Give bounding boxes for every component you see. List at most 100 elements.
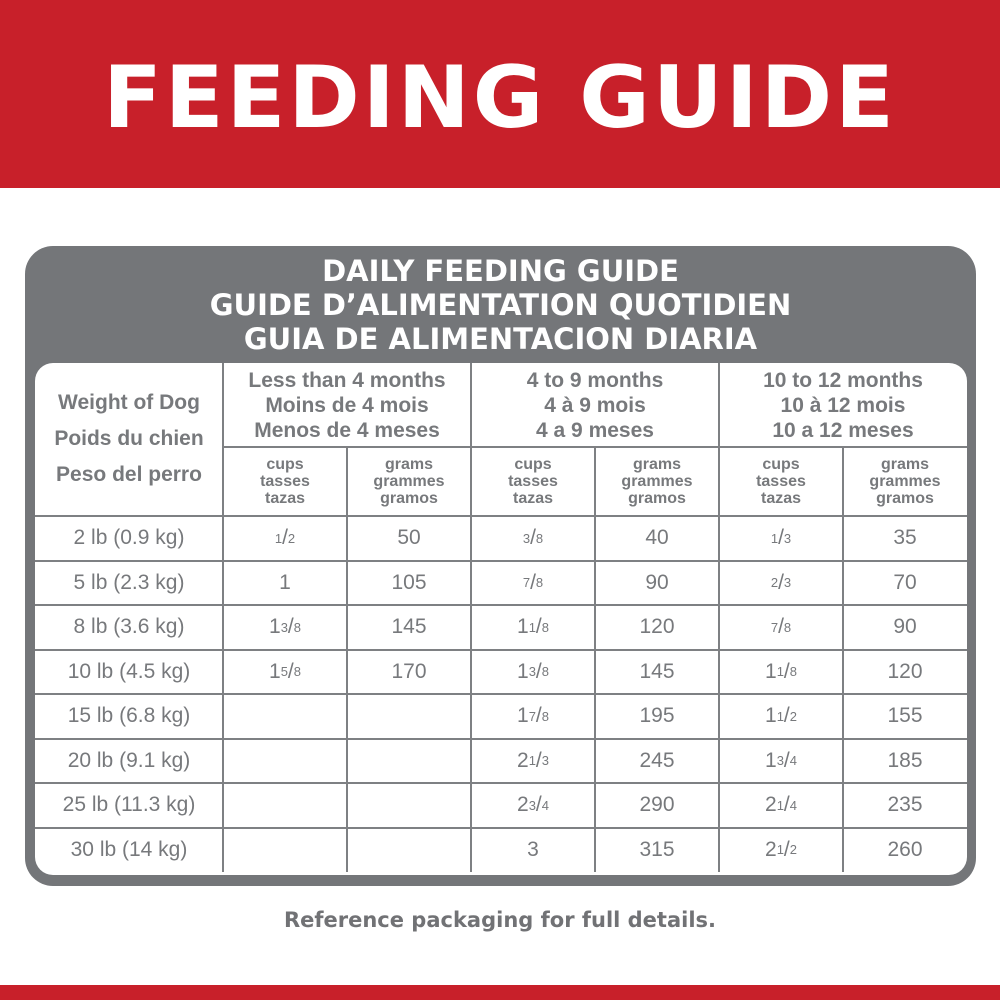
age-group-header: 4 to 9 months 4 à 9 mois 4 a 9 meses	[471, 363, 719, 447]
grams-value-cell: 70	[893, 570, 917, 594]
age-group-line: 4 to 9 months	[526, 368, 664, 392]
age-group-line: 10 a 12 meses	[772, 418, 914, 442]
cups-value-cell: 1 7/8	[517, 704, 549, 728]
cups-value-cell: 1 1/2	[765, 704, 797, 728]
grams-value-cell: 245	[639, 748, 675, 772]
grams-value-cell: 170	[391, 659, 427, 683]
cups-value-cell: 2/3	[770, 570, 792, 594]
grid-line-horizontal	[35, 559, 967, 562]
grid-line-vertical	[222, 363, 224, 872]
card-title-es: GUIA DE ALIMENTACION DIARIA	[243, 322, 758, 356]
grams-value-cell	[347, 783, 471, 828]
grams-unit-line: gramos	[876, 490, 934, 507]
grid-line-horizontal	[35, 826, 967, 829]
card-title-fr: GUIDE D’ALIMENTATION QUOTIDIEN	[209, 288, 792, 322]
footer-note: Reference packaging for full details.	[283, 908, 717, 932]
card-title-en: DAILY FEEDING GUIDE	[322, 254, 679, 288]
grid-line-horizontal	[35, 782, 967, 784]
cups-value-cell: 2 3/4	[517, 793, 549, 817]
feeding-table: Weight of Dog Poids du chien Peso del perr…	[35, 363, 967, 875]
weight-cell: 25 lb (11.3 kg)	[62, 793, 196, 817]
weight-column-header: Weight of Dog Poids du chien Peso del perr…	[35, 363, 223, 516]
age-group-line: Less than 4 months	[248, 368, 446, 392]
cups-value-cell	[223, 828, 347, 873]
age-group-line: Moins de 4 mois	[265, 393, 429, 417]
cups-unit-line: cups	[762, 456, 800, 473]
cups-value-cell: 2 1/3	[517, 748, 549, 772]
grams-value-cell: 105	[391, 570, 427, 594]
grams-value-cell: 235	[887, 793, 923, 817]
grams-unit-line: gramos	[628, 490, 686, 507]
cups-unit-line: tazas	[760, 490, 802, 507]
grams-value-cell	[347, 694, 471, 739]
cups-unit-header: cups tasses tazas	[223, 447, 347, 516]
grid-line-vertical	[346, 447, 348, 872]
cups-value-cell: 1 3/8	[517, 659, 549, 683]
grid-line-horizontal	[35, 737, 967, 740]
grams-unit-line: gramos	[380, 490, 438, 507]
age-group-line: 10 to 12 months	[763, 368, 923, 392]
grams-value-cell	[347, 828, 471, 873]
weight-cell: 5 lb (2.3 kg)	[73, 570, 185, 594]
grid-line-horizontal	[35, 604, 967, 606]
cups-value-cell	[223, 739, 347, 784]
grid-line-horizontal	[35, 648, 967, 651]
age-group-header: Less than 4 months Moins de 4 mois Menos d…	[223, 363, 471, 447]
age-group-line: 10 à 12 mois	[780, 393, 906, 417]
grams-unit-line: grams	[632, 456, 682, 473]
grams-value-cell: 90	[893, 615, 917, 639]
grams-unit-header: grams grammes gramos	[347, 447, 471, 516]
grid-line-vertical	[594, 447, 596, 872]
cups-value-cell: 1 1/8	[765, 659, 797, 683]
page-title: FEEDING GUIDE	[103, 48, 897, 148]
grid-line-vertical	[842, 447, 844, 872]
cups-value-cell: 7/8	[522, 570, 544, 594]
cups-value-cell	[223, 783, 347, 828]
cups-unit-line: cups	[266, 456, 304, 473]
grams-value-cell: 50	[397, 526, 421, 550]
weight-header-line: Weight of Dog	[58, 391, 200, 414]
weight-cell: 8 lb (3.6 kg)	[73, 615, 185, 639]
bottom-bar	[0, 985, 1000, 1000]
weight-cell: 20 lb (9.1 kg)	[67, 748, 191, 772]
cups-value-cell: 3	[527, 837, 539, 861]
age-group-line: 4 a 9 meses	[536, 418, 654, 442]
grams-unit-line: grams	[384, 456, 434, 473]
cups-unit-line: tasses	[756, 473, 806, 490]
grams-value-cell: 120	[639, 615, 675, 639]
weight-header-line: Peso del perro	[56, 463, 202, 486]
feeding-guide-card: DAILY FEEDING GUIDE GUIDE D’ALIMENTATION…	[25, 246, 976, 886]
grams-value-cell: 35	[893, 526, 917, 550]
cups-unit-line: tazas	[512, 490, 554, 507]
grams-value-cell: 145	[639, 659, 675, 683]
age-group-line: 4 à 9 mois	[544, 393, 646, 417]
grams-unit-line: grammes	[621, 473, 693, 490]
cups-value-cell: 1/2	[274, 526, 296, 550]
cups-unit-header: cups tasses tazas	[719, 447, 843, 516]
cups-unit-line: tasses	[260, 473, 310, 490]
age-group-header: 10 to 12 months 10 à 12 mois 10 a 12 meses	[719, 363, 967, 447]
cups-value-cell: 1 1/8	[517, 615, 549, 639]
grams-unit-line: grammes	[869, 473, 941, 490]
cups-value-cell: 3/8	[522, 526, 544, 550]
grams-value-cell: 290	[639, 793, 675, 817]
grams-value-cell: 260	[887, 837, 923, 861]
weight-cell: 15 lb (6.8 kg)	[67, 704, 191, 728]
grams-value-cell: 120	[887, 659, 923, 683]
grams-value-cell: 195	[639, 704, 675, 728]
grams-value-cell: 185	[887, 748, 923, 772]
grid-line-vertical	[470, 363, 472, 872]
cups-value-cell	[223, 694, 347, 739]
weight-header-line: Poids du chien	[54, 427, 204, 450]
cups-value-cell: 2 1/4	[765, 793, 797, 817]
grams-value-cell: 145	[391, 615, 427, 639]
grid-line-vertical	[718, 363, 720, 872]
cups-unit-header: cups tasses tazas	[471, 447, 595, 516]
cups-value-cell: 1 3/8	[269, 615, 301, 639]
cups-value-cell: 1	[279, 570, 291, 594]
cups-value-cell: 2 1/2	[765, 837, 797, 861]
grams-unit-line: grams	[880, 456, 930, 473]
cups-value-cell: 7/8	[770, 615, 792, 639]
grid-line-horizontal	[223, 446, 967, 448]
header-banner: FEEDING GUIDE	[0, 0, 1000, 188]
